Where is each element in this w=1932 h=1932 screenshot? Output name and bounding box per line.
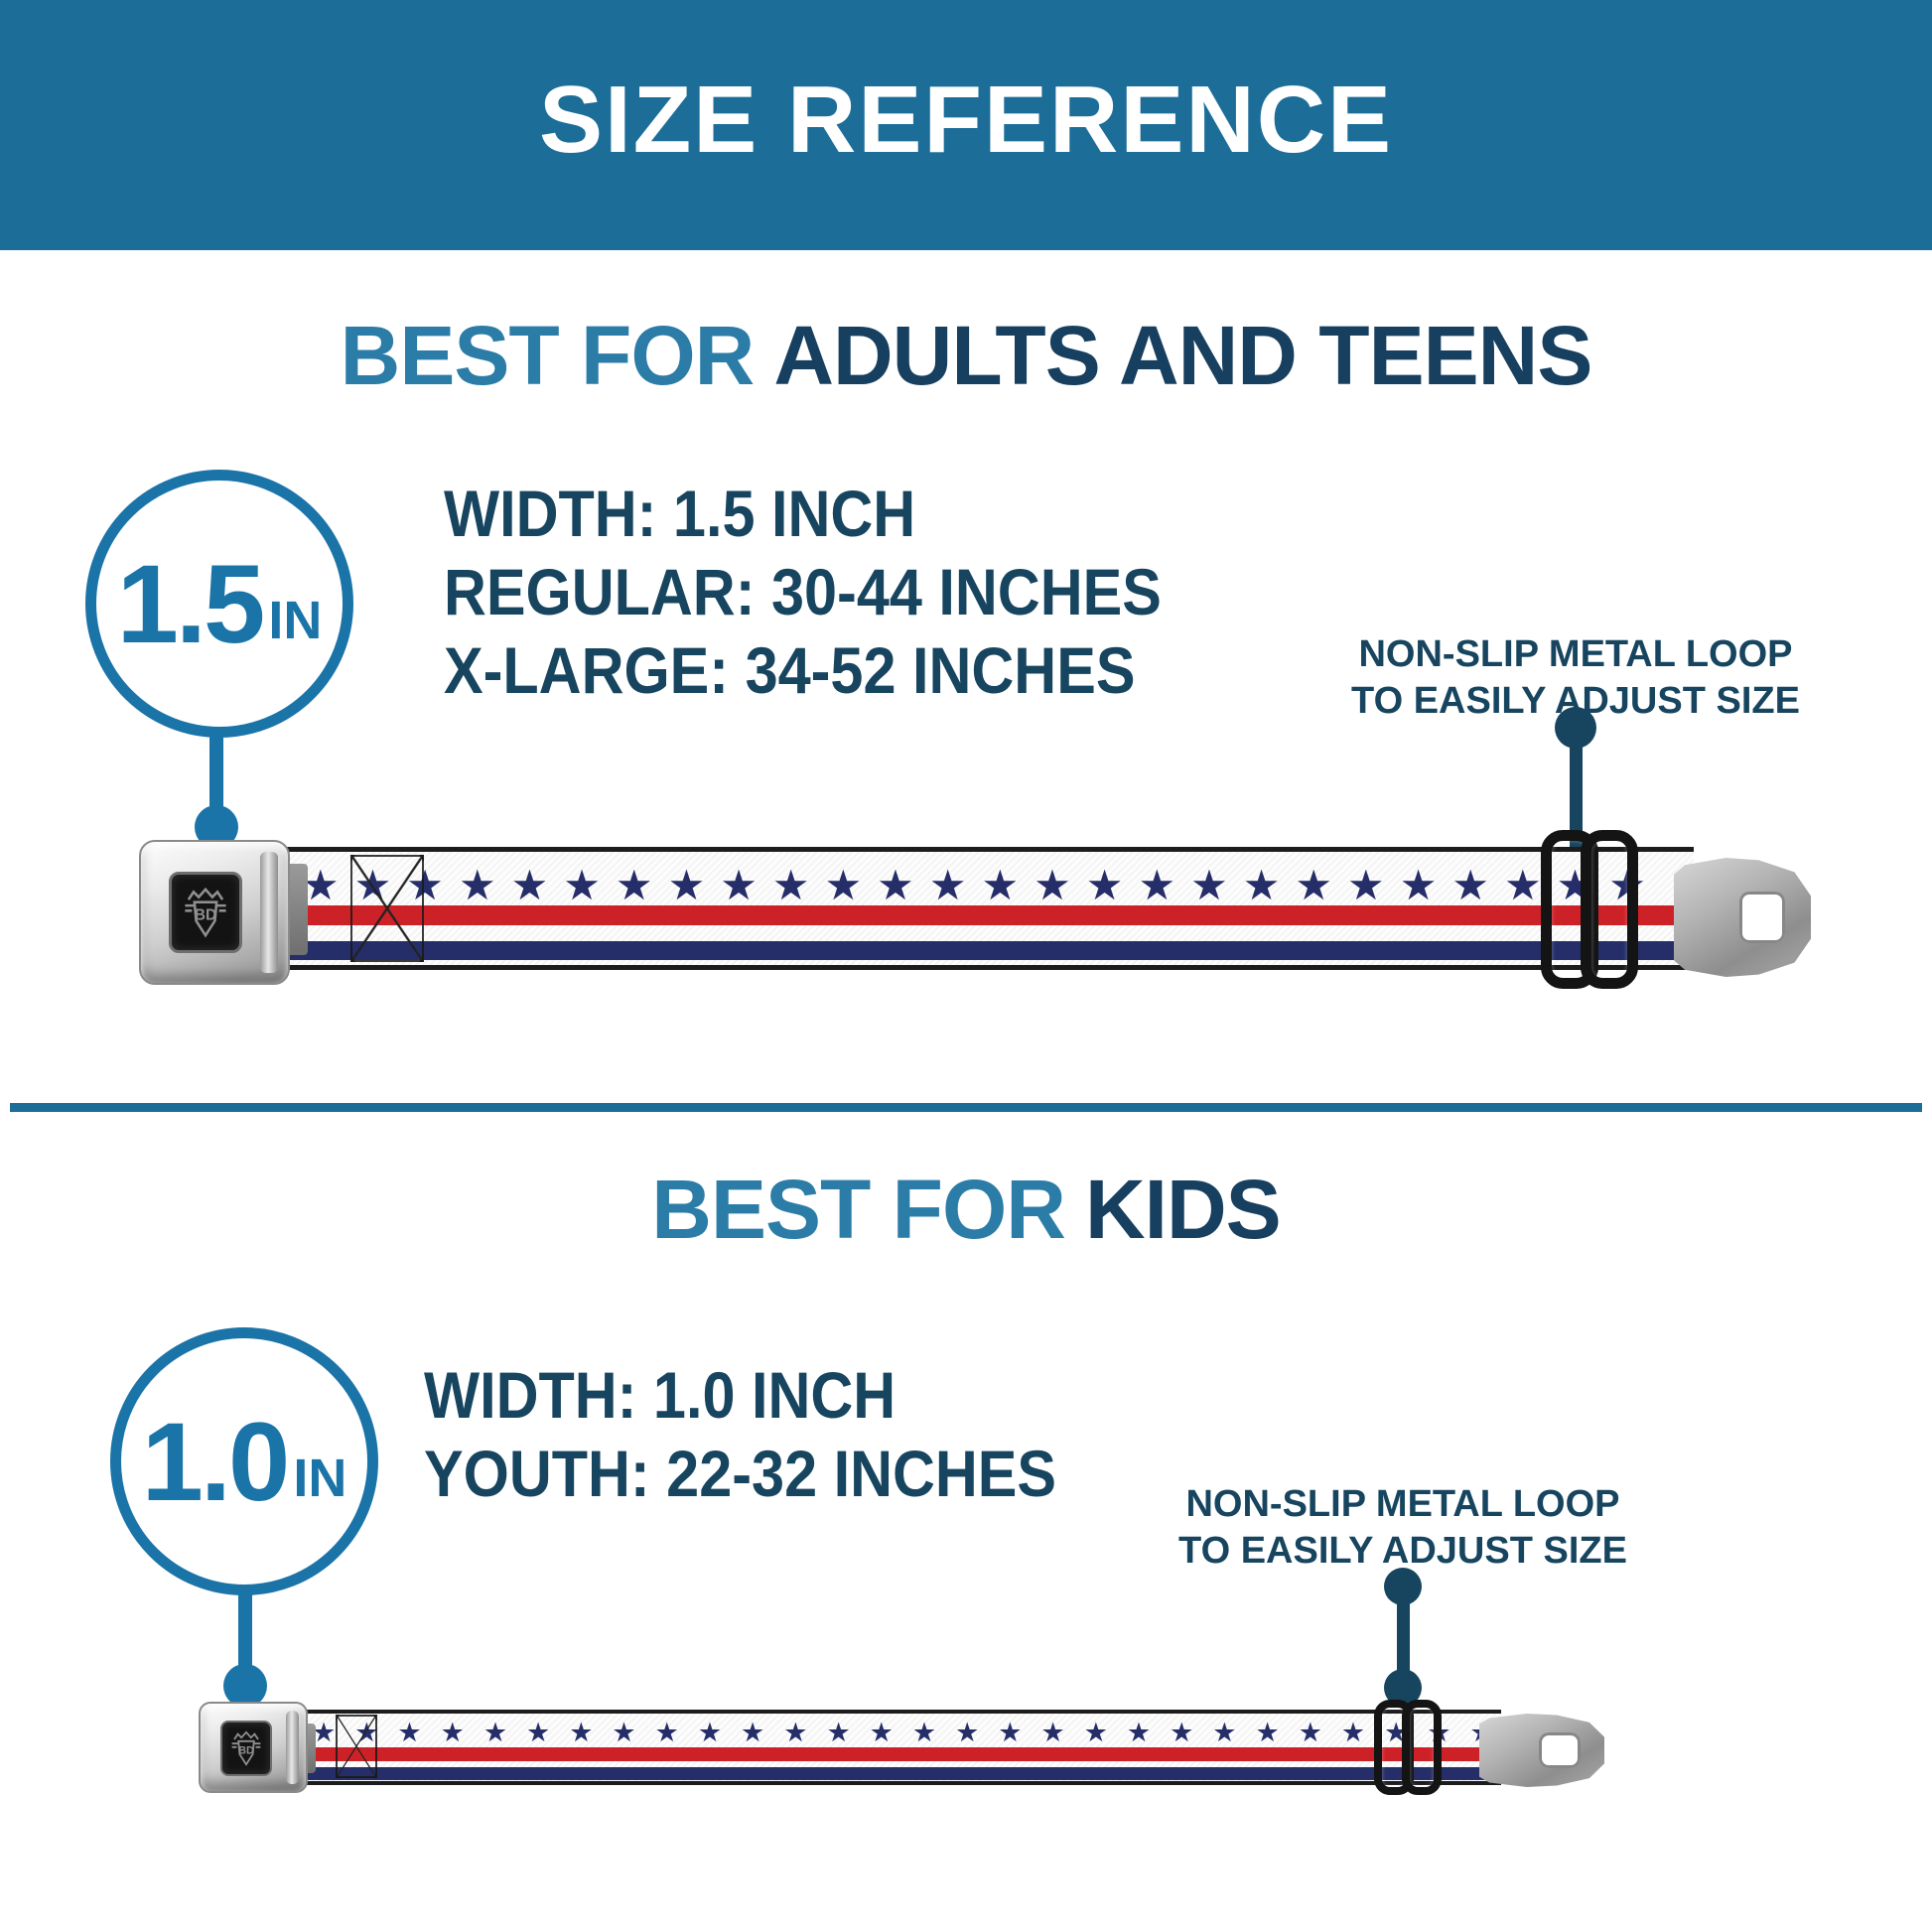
- strap-navy-stripe: [280, 941, 1694, 960]
- kids-belt-strap: ★★★★★★★★★★★★★★★★★★★★★★★★★★★★: [298, 1710, 1501, 1785]
- header-bar: SIZE REFERENCE: [0, 0, 1932, 250]
- strap-red-stripe: [298, 1747, 1501, 1761]
- tip-hole: [1739, 891, 1785, 944]
- strap-bottom-edge: [280, 965, 1694, 970]
- strap-bottom-edge: [298, 1781, 1501, 1785]
- spec-line-xlarge: X-LARGE: 34-52 INCHES: [444, 633, 1136, 707]
- section-divider: [10, 1103, 1922, 1112]
- section-kids-heading: BEST FOR KIDS: [0, 1162, 1932, 1258]
- strap-navy-stripe: [298, 1767, 1501, 1780]
- strap-stitch-box: [350, 855, 424, 962]
- strap-stitch-box: [336, 1715, 377, 1778]
- size-specs-kids: WIDTH: 1.0 INCH YOUTH: 22-32 INCHES: [424, 1356, 1056, 1513]
- spec-line-regular: REGULAR: 30-44 INCHES: [444, 555, 1162, 628]
- heading-best-for: BEST FOR: [651, 1163, 1066, 1256]
- strap-star-pattern: ★★★★★★★★★★★★★★★★★★★★★★★★★★★★: [312, 1718, 1495, 1747]
- strap-top-edge: [298, 1710, 1501, 1714]
- seatbelt-buckle: BD: [139, 840, 290, 985]
- brand-shield-icon: BD: [231, 1730, 261, 1766]
- belt-metal-tip: [1674, 858, 1811, 977]
- buckle-logo-window: BD: [169, 872, 242, 953]
- loop-ring: [1402, 1700, 1442, 1795]
- buckle-logo-window: BD: [220, 1721, 272, 1776]
- strap-red-stripe: [280, 905, 1694, 925]
- annotation-line-1: NON-SLIP METAL LOOP: [1358, 633, 1793, 675]
- annotation-pointer-dot: [1555, 707, 1596, 749]
- annotation-line-1: NON-SLIP METAL LOOP: [1185, 1483, 1620, 1525]
- svg-text:BD: BD: [238, 1744, 254, 1756]
- annotation-pointer-line: [1397, 1587, 1410, 1690]
- loop-ring: [1581, 830, 1638, 989]
- strap-star-pattern: ★★★★★★★★★★★★★★★★★★★★★★★★★★: [302, 863, 1661, 908]
- metal-slide-loop: [1374, 1700, 1444, 1795]
- badge-value: 1.0: [141, 1399, 291, 1524]
- annotation-line-2: TO EASILY ADJUST SIZE: [1178, 1530, 1627, 1572]
- badge-pointer-dot: [223, 1664, 267, 1708]
- strap-top-edge: [280, 847, 1694, 852]
- page-title: SIZE REFERENCE: [538, 67, 1394, 173]
- heading-audience: ADULTS AND TEENS: [773, 309, 1592, 402]
- annotation-pointer-dot-top: [1384, 1568, 1422, 1605]
- adult-belt-strap: ★★★★★★★★★★★★★★★★★★★★★★★★★★: [280, 847, 1694, 970]
- badge-pointer-line: [238, 1591, 252, 1688]
- badge-unit: IN: [268, 591, 323, 650]
- metal-slide-loop: [1541, 830, 1638, 989]
- svg-text:BD: BD: [195, 907, 216, 924]
- spec-line-width: WIDTH: 1.0 INCH: [424, 1358, 897, 1432]
- seatbelt-buckle: BD: [199, 1702, 308, 1793]
- brand-shield-icon: BD: [185, 887, 226, 938]
- buckle-side-bar: [286, 1711, 299, 1784]
- belt-metal-tip: [1479, 1714, 1604, 1787]
- badge-unit: IN: [293, 1449, 347, 1508]
- spec-line-width: WIDTH: 1.5 INCH: [444, 477, 916, 550]
- loop-ring: [1541, 830, 1598, 989]
- tip-hole: [1539, 1732, 1582, 1768]
- badge-value: 1.5: [116, 541, 266, 666]
- buckle-side-bar: [260, 852, 278, 973]
- section-adults-heading: BEST FOR ADULTS AND TEENS: [0, 308, 1932, 404]
- heading-audience: KIDS: [1084, 1163, 1282, 1256]
- loop-annotation-adults: NON-SLIP METAL LOOP TO EASILY ADJUST SIZ…: [1342, 631, 1809, 725]
- size-specs-adults: WIDTH: 1.5 INCH REGULAR: 30-44 INCHES X-…: [444, 475, 1162, 710]
- width-badge-kids: 1.0 IN: [110, 1327, 378, 1595]
- spec-line-youth: YOUTH: 22-32 INCHES: [424, 1437, 1057, 1510]
- annotation-pointer-line: [1570, 728, 1583, 847]
- loop-ring: [1374, 1700, 1414, 1795]
- loop-annotation-kids: NON-SLIP METAL LOOP TO EASILY ADJUST SIZ…: [1170, 1481, 1636, 1575]
- width-badge-adults: 1.5 IN: [85, 470, 353, 738]
- heading-best-for: BEST FOR: [340, 309, 756, 402]
